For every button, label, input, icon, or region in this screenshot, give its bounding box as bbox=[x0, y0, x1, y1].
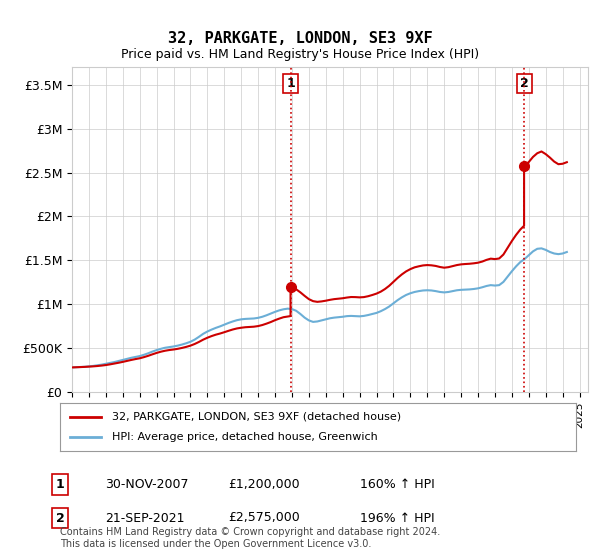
Text: 32, PARKGATE, LONDON, SE3 9XF: 32, PARKGATE, LONDON, SE3 9XF bbox=[167, 31, 433, 46]
Text: 30-NOV-2007: 30-NOV-2007 bbox=[105, 478, 188, 491]
Text: Price paid vs. HM Land Registry's House Price Index (HPI): Price paid vs. HM Land Registry's House … bbox=[121, 48, 479, 60]
Text: 1: 1 bbox=[286, 77, 295, 90]
Text: HPI: Average price, detached house, Greenwich: HPI: Average price, detached house, Gree… bbox=[112, 432, 377, 442]
Text: 2: 2 bbox=[520, 77, 529, 90]
Text: £1,200,000: £1,200,000 bbox=[228, 478, 299, 491]
Text: 196% ↑ HPI: 196% ↑ HPI bbox=[360, 511, 434, 525]
Text: 32, PARKGATE, LONDON, SE3 9XF (detached house): 32, PARKGATE, LONDON, SE3 9XF (detached … bbox=[112, 412, 401, 422]
Text: 2: 2 bbox=[56, 511, 64, 525]
Text: 1: 1 bbox=[56, 478, 64, 491]
Text: £2,575,000: £2,575,000 bbox=[228, 511, 300, 525]
Text: 21-SEP-2021: 21-SEP-2021 bbox=[105, 511, 185, 525]
Text: 160% ↑ HPI: 160% ↑ HPI bbox=[360, 478, 435, 491]
Text: Contains HM Land Registry data © Crown copyright and database right 2024.
This d: Contains HM Land Registry data © Crown c… bbox=[60, 527, 440, 549]
